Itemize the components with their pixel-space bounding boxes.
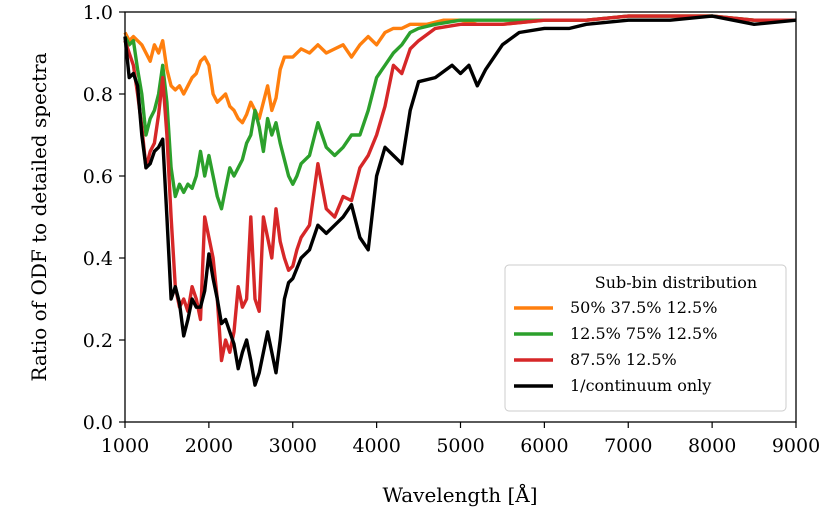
- y-tick-label: 0.8: [83, 84, 113, 106]
- legend-label-2: 12.5% 75% 12.5%: [570, 324, 717, 343]
- legend: Sub-bin distribution 50% 37.5% 12.5% 12.5…: [504, 264, 787, 412]
- legend-label-1: 50% 37.5% 12.5%: [570, 298, 717, 317]
- x-tick-label: 8000: [688, 435, 736, 457]
- x-tick-label: 6000: [520, 435, 568, 457]
- plot-lines: [123, 14, 797, 387]
- legend-title: Sub-bin distribution: [595, 273, 757, 292]
- legend-box: [504, 264, 787, 412]
- legend-label-4: 1/continuum only: [570, 376, 711, 395]
- series-line-3: [123, 14, 796, 363]
- x-tick-label: 4000: [352, 435, 400, 457]
- y-axis: 0.0 0.2 0.4 0.6 0.8 1.0: [83, 2, 125, 434]
- x-axis-label: Wavelength [Å]: [382, 482, 537, 507]
- series-line-4: [123, 14, 797, 387]
- x-tick-label: 9000: [772, 435, 820, 457]
- x-tick-label: 5000: [436, 435, 484, 457]
- legend-items: 50% 37.5% 12.5% 12.5% 75% 12.5% 87.5% 12.5…: [514, 298, 717, 395]
- x-tick-label: 7000: [604, 435, 652, 457]
- y-tick-label: 1.0: [83, 2, 113, 24]
- series-line-1: [123, 14, 796, 125]
- y-tick-label: 0.6: [83, 166, 113, 188]
- x-tick-label: 3000: [269, 435, 317, 457]
- legend-label-3: 87.5% 12.5%: [570, 350, 677, 369]
- x-tick-label: 1000: [101, 435, 149, 457]
- y-tick-label: 0.0: [83, 412, 113, 434]
- x-axis: 1000 2000 3000 4000 5000 6000 7000 8000 9000: [101, 422, 820, 457]
- y-axis-label: Ratio of ODF to detailed spectra: [27, 52, 51, 381]
- y-tick-label: 0.2: [83, 330, 113, 352]
- y-tick-label: 0.4: [83, 248, 113, 270]
- series-line-2: [123, 14, 796, 211]
- x-tick-label: 2000: [185, 435, 233, 457]
